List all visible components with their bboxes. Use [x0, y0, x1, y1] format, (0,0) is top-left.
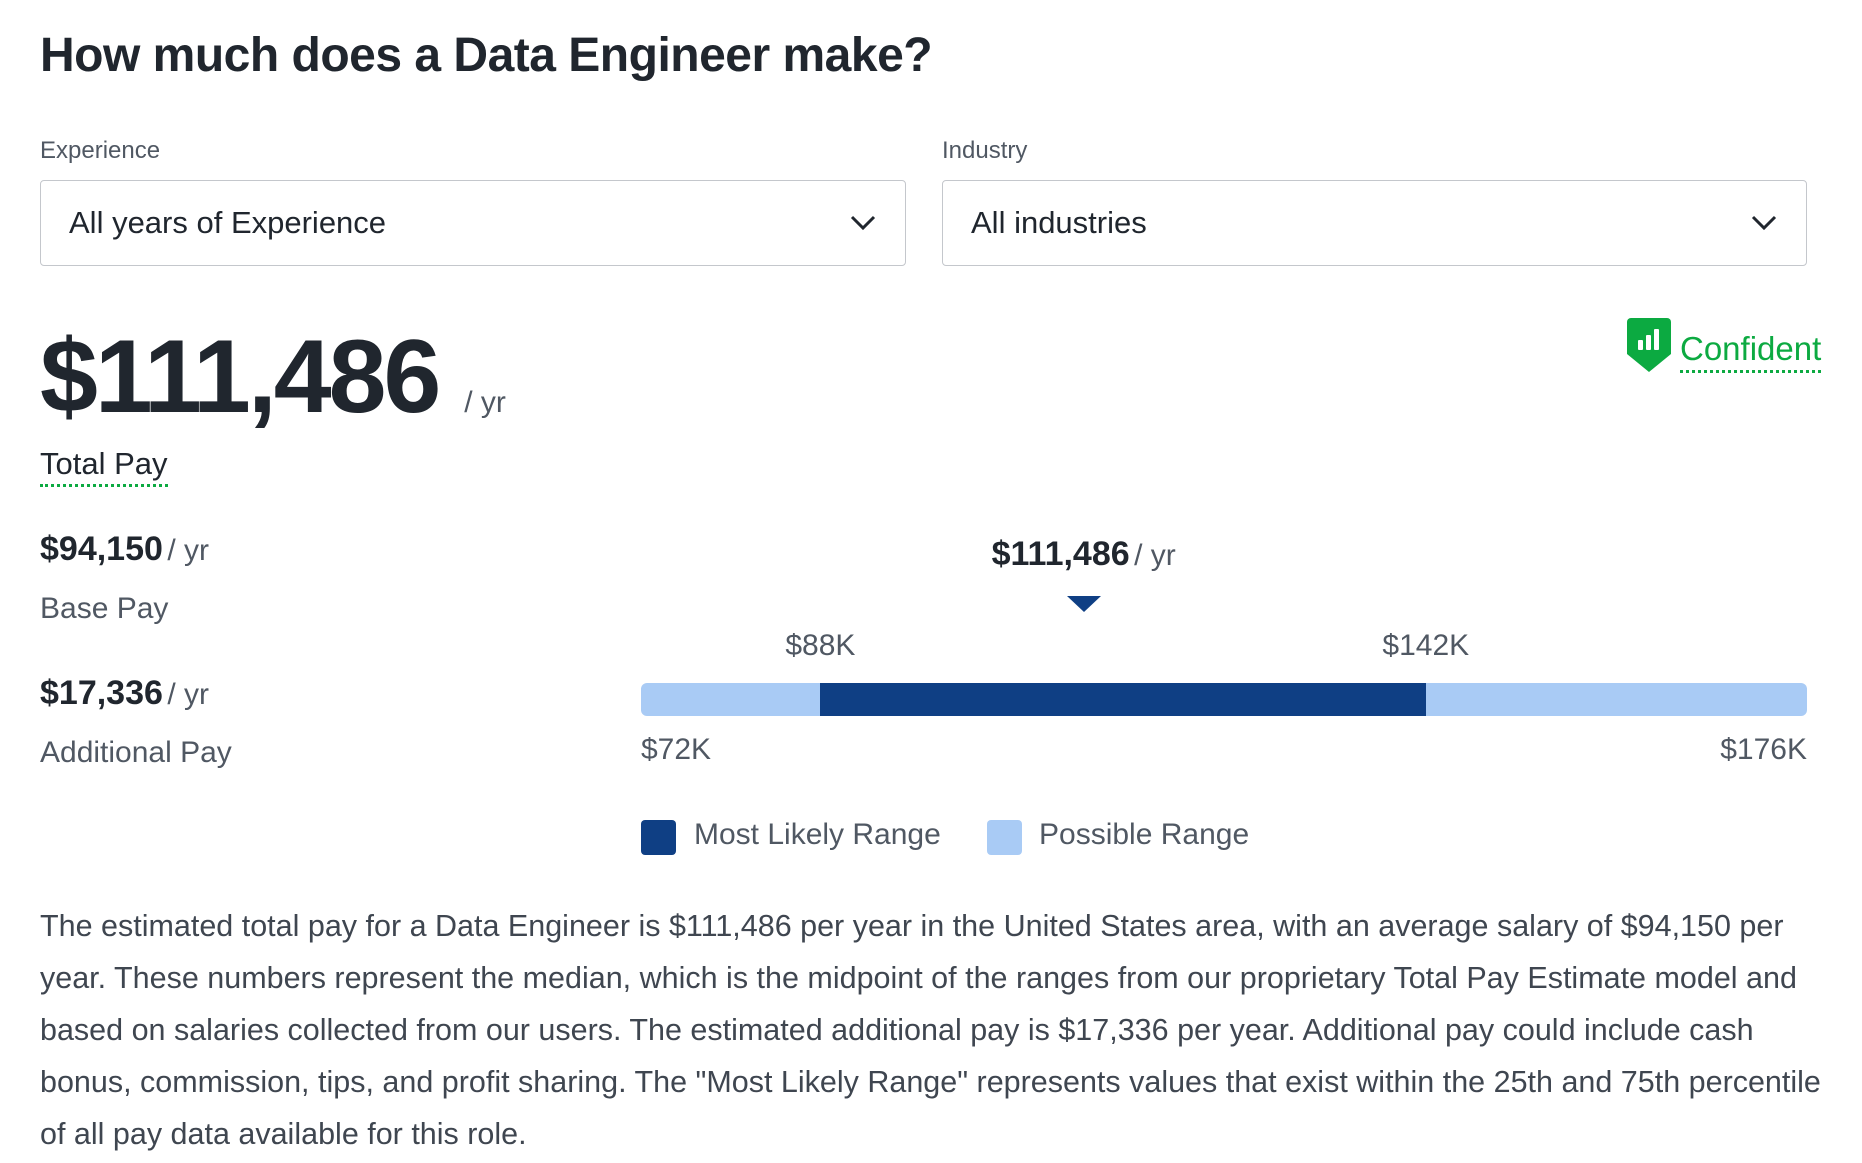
total-amount: $111,486 [40, 319, 441, 435]
shield-bar-chart-icon [1627, 318, 1671, 372]
industry-dropdown[interactable]: All industries [942, 180, 1807, 266]
legend-likely-label: Most Likely Range [694, 818, 941, 851]
industry-value: All industries [971, 205, 1147, 240]
legend-possible-swatch [987, 820, 1022, 855]
confidence-link[interactable]: Confident [1680, 330, 1822, 373]
industry-label: Industry [942, 137, 1028, 164]
total-pay-amount: $111,486 / yr [40, 318, 506, 437]
additional-pay-amount: $17,336 / yr [40, 674, 209, 713]
chevron-down-icon [850, 215, 876, 231]
median-unit: / yr [1134, 539, 1176, 572]
possible-min-label: $72K [641, 733, 712, 766]
page-title: How much does a Data Engineer make? [40, 29, 933, 82]
likely-max-label: $142K [1382, 629, 1470, 662]
legend-possible-label: Possible Range [1039, 818, 1250, 851]
likely-min-label: $88K [785, 629, 856, 662]
median-marker-icon [1066, 596, 1101, 612]
experience-label: Experience [40, 137, 161, 164]
salary-description: The estimated total pay for a Data Engin… [40, 909, 1821, 1151]
additional-pay-label: Additional Pay [40, 736, 232, 769]
base-pay-amount: $94,150 / yr [40, 530, 209, 569]
base-unit: / yr [167, 534, 210, 567]
base-pay-label: Base Pay [40, 592, 169, 625]
base-amount: $94,150 [40, 530, 163, 568]
median-label: $111,486 / yr [992, 535, 1176, 574]
likely-range-bar [820, 683, 1426, 716]
total-unit: / yr [464, 386, 506, 419]
legend-likely-swatch [641, 820, 676, 855]
experience-dropdown[interactable]: All years of Experience [40, 180, 906, 266]
total-pay-label[interactable]: Total Pay [40, 446, 168, 487]
experience-value: All years of Experience [69, 205, 387, 240]
additional-unit: / yr [167, 678, 210, 711]
possible-max-label: $176K [1720, 733, 1807, 766]
median-value: $111,486 [991, 535, 1130, 573]
chevron-down-icon [1751, 215, 1777, 231]
additional-amount: $17,336 [40, 674, 163, 712]
